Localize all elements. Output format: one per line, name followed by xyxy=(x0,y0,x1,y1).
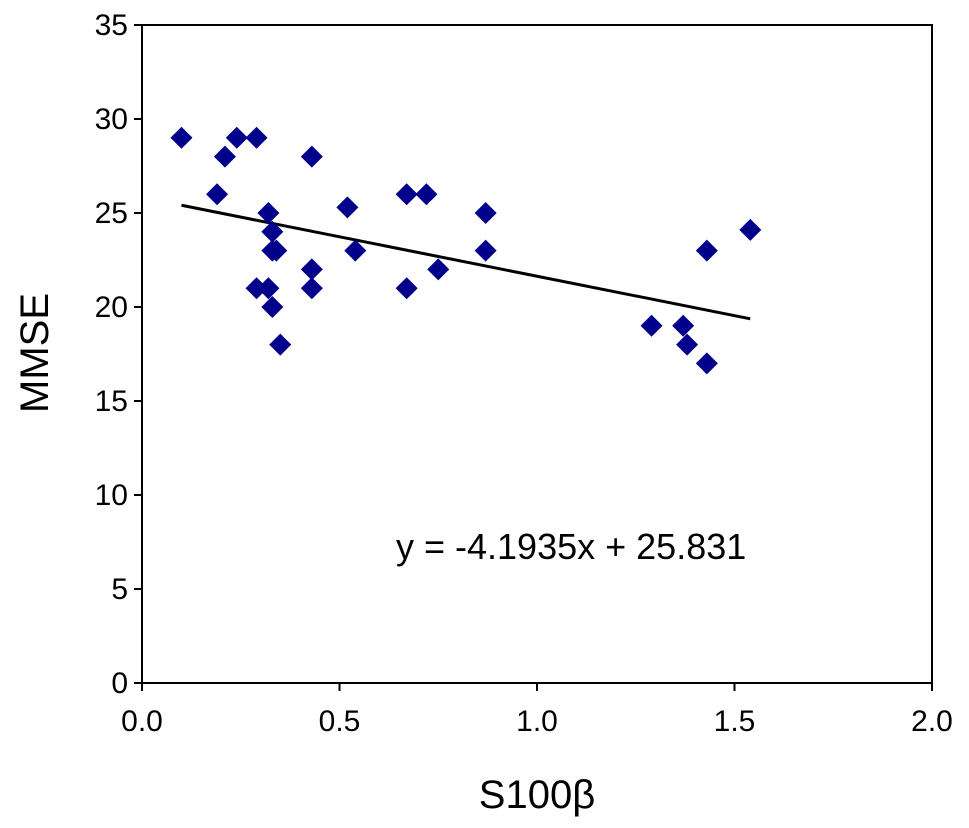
data-point xyxy=(676,333,699,356)
data-point xyxy=(261,220,284,243)
data-point xyxy=(415,183,438,206)
y-tick-label: 0 xyxy=(111,667,128,700)
x-tick-label: 2.0 xyxy=(911,705,953,738)
trendline-group xyxy=(181,203,751,321)
x-tick-label: 0.0 xyxy=(121,705,163,738)
x-tick-label: 1.5 xyxy=(714,705,756,738)
regression-equation: y = -4.1935x + 25.831 xyxy=(396,526,746,567)
data-point xyxy=(245,126,268,149)
y-axis-title: MMSE xyxy=(13,293,57,413)
data-point xyxy=(395,277,418,300)
y-tick-label: 30 xyxy=(95,103,128,136)
data-point xyxy=(261,296,284,318)
data-point xyxy=(170,126,193,149)
y-tick-label: 25 xyxy=(95,197,128,230)
y-tick-label: 15 xyxy=(95,385,128,418)
data-point xyxy=(427,258,450,281)
data-point xyxy=(225,126,248,149)
y-tick-label: 20 xyxy=(95,291,128,324)
data-point xyxy=(265,239,288,262)
y-tick-label: 35 xyxy=(95,9,128,42)
data-point xyxy=(300,258,323,281)
data-point xyxy=(257,277,280,300)
data-points xyxy=(170,126,762,375)
data-point xyxy=(695,239,718,262)
x-tick-label: 0.5 xyxy=(319,705,361,738)
data-point xyxy=(300,145,323,168)
data-point xyxy=(474,202,497,224)
data-point xyxy=(640,314,663,337)
data-point xyxy=(739,218,762,241)
data-point xyxy=(269,333,292,356)
data-point xyxy=(672,314,695,337)
plot-area xyxy=(141,24,933,684)
y-tick-label: 10 xyxy=(95,479,128,512)
x-axis-title: S100β xyxy=(479,773,595,817)
data-point xyxy=(344,239,367,262)
data-point xyxy=(300,277,323,300)
y-tick-label: 5 xyxy=(111,573,128,606)
data-point xyxy=(206,183,229,206)
trendline xyxy=(181,203,751,321)
data-point xyxy=(245,277,268,300)
data-point xyxy=(474,239,497,262)
data-point xyxy=(695,352,718,375)
data-point xyxy=(395,183,418,206)
x-axis-ticks: 0.0 0.5 1.0 1.5 2.0 xyxy=(121,683,953,738)
data-point xyxy=(213,145,236,168)
data-point xyxy=(336,196,359,219)
data-point xyxy=(257,202,280,224)
y-axis-ticks: 0 5 10 15 20 25 30 35 xyxy=(95,9,142,700)
x-tick-label: 1.0 xyxy=(516,705,558,738)
